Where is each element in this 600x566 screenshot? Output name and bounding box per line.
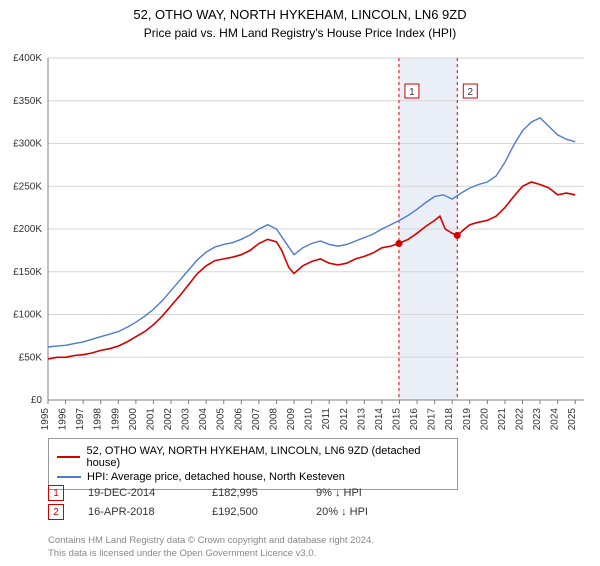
svg-text:2002: 2002: [163, 408, 174, 430]
svg-text:2010: 2010: [304, 408, 315, 430]
svg-text:£100K: £100K: [13, 310, 42, 321]
svg-text:£0: £0: [31, 395, 43, 406]
svg-text:2024: 2024: [550, 408, 561, 430]
svg-text:2019: 2019: [462, 408, 473, 430]
sale-marker: 2: [48, 504, 64, 520]
svg-text:2007: 2007: [251, 408, 262, 430]
svg-text:2006: 2006: [233, 408, 244, 430]
footnote-line2: This data is licensed under the Open Gov…: [48, 548, 316, 559]
svg-text:2013: 2013: [356, 408, 367, 430]
line-chart: £0 £50K £100K £150K £200K £250K £300K £350K £400…: [0, 50, 600, 430]
svg-text:2004: 2004: [198, 408, 209, 430]
sale-row: 1 19-DEC-2014 £182,995 9% ↓ HPI: [48, 485, 426, 501]
svg-text:2016: 2016: [409, 408, 420, 430]
svg-text:2: 2: [468, 87, 474, 98]
svg-text:1998: 1998: [93, 408, 104, 430]
sale-date: 19-DEC-2014: [88, 487, 188, 499]
sale-row: 2 16-APR-2018 £192,500 20% ↓ HPI: [48, 504, 426, 520]
sale-pct: 9% ↓ HPI: [316, 487, 426, 499]
svg-text:£350K: £350K: [13, 96, 42, 107]
chart-title: 52, OTHO WAY, NORTH HYKEHAM, LINCOLN, LN…: [0, 6, 600, 24]
svg-text:2005: 2005: [216, 408, 227, 430]
svg-text:1995: 1995: [40, 408, 51, 430]
svg-text:2008: 2008: [268, 408, 279, 430]
svg-text:£150K: £150K: [13, 267, 42, 278]
svg-text:2000: 2000: [128, 408, 139, 430]
svg-text:£200K: £200K: [13, 224, 42, 235]
chart-area: £0 £50K £100K £150K £200K £250K £300K £350K £400…: [0, 50, 600, 430]
svg-text:2011: 2011: [321, 408, 332, 430]
sale-price: £192,500: [212, 506, 292, 518]
sales-table: 1 19-DEC-2014 £182,995 9% ↓ HPI 2 16-APR-2018…: [48, 482, 426, 523]
svg-text:2003: 2003: [181, 408, 192, 430]
svg-text:2012: 2012: [339, 408, 350, 430]
svg-text:£400K: £400K: [13, 53, 42, 64]
chart-subtitle: Price paid vs. HM Land Registry's House …: [0, 26, 600, 40]
svg-text:2021: 2021: [497, 408, 508, 430]
svg-text:2025: 2025: [567, 408, 578, 430]
legend-label: 52, OTHO WAY, NORTH HYKEHAM, LINCOLN, LN…: [86, 445, 449, 469]
legend-swatch: [57, 476, 81, 478]
svg-text:2023: 2023: [532, 408, 543, 430]
svg-text:2020: 2020: [479, 408, 490, 430]
footnote-line1: Contains HM Land Registry data © Crown c…: [48, 535, 374, 546]
svg-text:2015: 2015: [391, 408, 402, 430]
sale-date: 16-APR-2018: [88, 506, 188, 518]
svg-text:2009: 2009: [286, 408, 297, 430]
svg-text:1: 1: [409, 87, 415, 98]
footnote: Contains HM Land Registry data © Crown c…: [48, 535, 374, 560]
svg-text:£250K: £250K: [13, 181, 42, 192]
sale-price: £182,995: [212, 487, 292, 499]
svg-text:2001: 2001: [145, 408, 156, 430]
svg-text:2017: 2017: [427, 408, 438, 430]
legend-row: 52, OTHO WAY, NORTH HYKEHAM, LINCOLN, LN…: [57, 445, 449, 469]
svg-text:£300K: £300K: [13, 139, 42, 150]
legend-swatch: [57, 456, 80, 458]
svg-text:1999: 1999: [110, 408, 121, 430]
svg-text:2022: 2022: [514, 408, 525, 430]
sale-marker: 1: [48, 485, 64, 501]
svg-text:2018: 2018: [444, 408, 455, 430]
svg-text:1996: 1996: [58, 408, 69, 430]
svg-text:1997: 1997: [75, 408, 86, 430]
svg-text:2014: 2014: [374, 408, 385, 430]
svg-text:£50K: £50K: [19, 352, 43, 363]
sale-pct: 20% ↓ HPI: [316, 506, 426, 518]
